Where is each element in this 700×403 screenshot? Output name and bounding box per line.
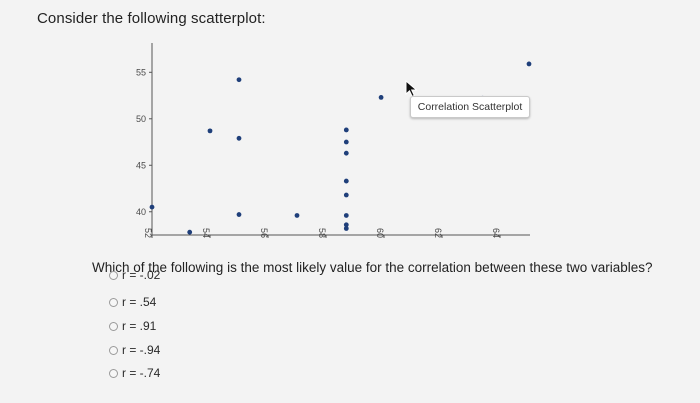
option-label: r = .91 [122, 319, 157, 333]
x-tick-label: 62 [433, 228, 443, 238]
y-tick-label: 55 [136, 67, 146, 77]
data-point [149, 204, 155, 210]
option-label: r = .54 [122, 295, 157, 309]
data-point [187, 229, 193, 235]
data-point [343, 139, 349, 145]
option-5[interactable]: r = -.74 [109, 366, 160, 380]
radio-button-icon[interactable] [109, 270, 118, 280]
data-point [236, 77, 242, 83]
radio-button-icon[interactable] [109, 368, 118, 378]
data-point [236, 135, 242, 141]
x-tick-label: 60 [375, 228, 385, 238]
prompt-text: Consider the following scatterplot: [37, 10, 266, 27]
x-tick-label: 64 [491, 228, 501, 238]
option-1[interactable]: r = -.02 [109, 268, 160, 282]
radio-button-icon[interactable] [109, 345, 118, 355]
option-label: r = -.02 [122, 268, 161, 282]
question-text: Which of the following is the most likel… [92, 260, 653, 275]
option-2[interactable]: r = .54 [109, 295, 156, 309]
data-point [526, 61, 532, 67]
chart-tooltip: Correlation Scatterplot [410, 96, 530, 118]
option-4[interactable]: r = -.94 [109, 343, 160, 357]
x-tick-label: 56 [259, 228, 269, 238]
y-tick-label: 40 [136, 207, 146, 217]
data-point [343, 178, 349, 184]
radio-button-icon[interactable] [109, 321, 118, 331]
data-point [207, 128, 213, 134]
x-tick-label: 52 [143, 228, 153, 238]
radio-button-icon[interactable] [109, 297, 118, 307]
data-point [343, 226, 349, 231]
x-tick-label: 54 [201, 228, 211, 238]
data-point [294, 213, 300, 218]
data-point [378, 95, 384, 100]
data-point [343, 127, 349, 133]
data-point [236, 212, 242, 217]
option-label: r = -.94 [122, 343, 161, 357]
x-tick-label: 58 [317, 228, 327, 238]
data-point [343, 192, 349, 198]
y-tick-label: 50 [136, 114, 146, 124]
data-point [343, 222, 349, 228]
data-point [343, 150, 349, 156]
option-label: r = -.74 [122, 366, 161, 380]
y-tick-label: 45 [136, 160, 146, 170]
data-point [343, 213, 349, 218]
option-3[interactable]: r = .91 [109, 319, 156, 333]
